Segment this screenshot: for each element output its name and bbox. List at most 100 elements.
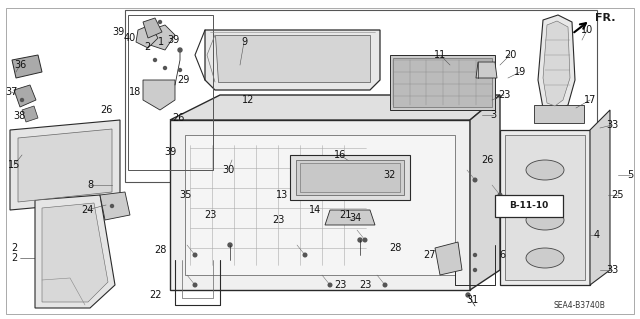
Text: 37: 37 — [6, 87, 18, 97]
Polygon shape — [18, 129, 112, 202]
Text: 26: 26 — [100, 105, 112, 115]
Circle shape — [358, 238, 362, 242]
Circle shape — [328, 283, 332, 287]
Circle shape — [498, 193, 502, 197]
Text: 33: 33 — [606, 265, 618, 275]
Bar — [495, 195, 563, 217]
Circle shape — [338, 218, 342, 222]
Text: 9: 9 — [241, 37, 247, 47]
Text: 2: 2 — [11, 243, 17, 253]
Circle shape — [364, 238, 367, 242]
Polygon shape — [143, 18, 162, 38]
Text: 14: 14 — [309, 205, 321, 215]
Circle shape — [228, 243, 232, 247]
Bar — [185, 135, 455, 275]
Circle shape — [193, 253, 197, 257]
Text: 11: 11 — [434, 50, 446, 60]
Polygon shape — [543, 21, 570, 106]
Polygon shape — [470, 95, 500, 290]
Circle shape — [466, 293, 470, 297]
Circle shape — [159, 20, 161, 24]
Circle shape — [193, 283, 197, 287]
Text: 23: 23 — [334, 280, 346, 290]
Circle shape — [351, 217, 353, 219]
Polygon shape — [590, 110, 610, 285]
Circle shape — [473, 178, 477, 182]
Polygon shape — [205, 30, 380, 90]
Polygon shape — [143, 80, 175, 110]
Text: 22: 22 — [148, 290, 161, 300]
Text: SEA4-B3740B: SEA4-B3740B — [553, 300, 605, 309]
Circle shape — [383, 283, 387, 287]
Polygon shape — [500, 130, 590, 285]
Text: 16: 16 — [334, 150, 346, 160]
Text: 39: 39 — [164, 147, 176, 157]
Text: 26: 26 — [481, 155, 493, 165]
Text: 34: 34 — [349, 213, 361, 223]
Polygon shape — [290, 155, 410, 200]
Text: 20: 20 — [504, 50, 516, 60]
Text: 23: 23 — [272, 215, 284, 225]
Bar — [393, 58, 492, 107]
Circle shape — [474, 254, 477, 256]
Polygon shape — [10, 120, 120, 210]
Ellipse shape — [526, 210, 564, 230]
Bar — [505, 135, 585, 280]
Text: 23: 23 — [498, 90, 510, 100]
Text: 29: 29 — [177, 75, 189, 85]
Text: 2: 2 — [11, 253, 17, 263]
Polygon shape — [170, 95, 500, 120]
Text: 40: 40 — [124, 33, 136, 43]
Polygon shape — [150, 25, 175, 50]
Circle shape — [364, 217, 367, 219]
Polygon shape — [42, 203, 108, 302]
Circle shape — [179, 69, 182, 71]
Polygon shape — [136, 25, 158, 48]
Ellipse shape — [526, 160, 564, 180]
Text: 31: 31 — [466, 295, 478, 305]
Text: 12: 12 — [242, 95, 254, 105]
Bar — [534, 105, 584, 123]
Text: 18: 18 — [129, 87, 141, 97]
Text: 23: 23 — [359, 280, 371, 290]
Text: 10: 10 — [581, 25, 593, 35]
Text: 26: 26 — [172, 113, 184, 123]
Text: 36: 36 — [14, 60, 26, 70]
Circle shape — [20, 99, 24, 101]
Text: 39: 39 — [112, 27, 124, 37]
Polygon shape — [476, 62, 497, 78]
Text: 24: 24 — [81, 205, 93, 215]
Text: 28: 28 — [389, 243, 401, 253]
Text: 35: 35 — [179, 190, 191, 200]
Text: 13: 13 — [276, 190, 288, 200]
Polygon shape — [14, 85, 36, 107]
Circle shape — [178, 48, 182, 52]
Text: 2: 2 — [144, 42, 150, 52]
Polygon shape — [296, 160, 404, 195]
Polygon shape — [215, 35, 370, 82]
Text: 15: 15 — [8, 160, 20, 170]
Text: 19: 19 — [514, 67, 526, 77]
Text: 32: 32 — [384, 170, 396, 180]
Text: 1: 1 — [158, 37, 164, 47]
Circle shape — [337, 217, 339, 219]
Polygon shape — [538, 15, 575, 112]
Text: 17: 17 — [584, 95, 596, 105]
Polygon shape — [170, 120, 470, 290]
Bar — [125, 10, 597, 182]
Text: 30: 30 — [222, 165, 234, 175]
Polygon shape — [35, 195, 115, 308]
Text: 27: 27 — [424, 250, 436, 260]
Bar — [300, 163, 400, 192]
Circle shape — [163, 66, 166, 70]
Text: 25: 25 — [612, 190, 624, 200]
Polygon shape — [12, 55, 42, 78]
Text: 3: 3 — [490, 110, 496, 120]
Ellipse shape — [526, 248, 564, 268]
Text: 5: 5 — [627, 170, 633, 180]
Circle shape — [111, 204, 113, 207]
Bar — [128, 15, 213, 170]
Text: 6: 6 — [499, 250, 505, 260]
Text: B-11-10: B-11-10 — [509, 202, 548, 211]
Text: 38: 38 — [13, 111, 25, 121]
